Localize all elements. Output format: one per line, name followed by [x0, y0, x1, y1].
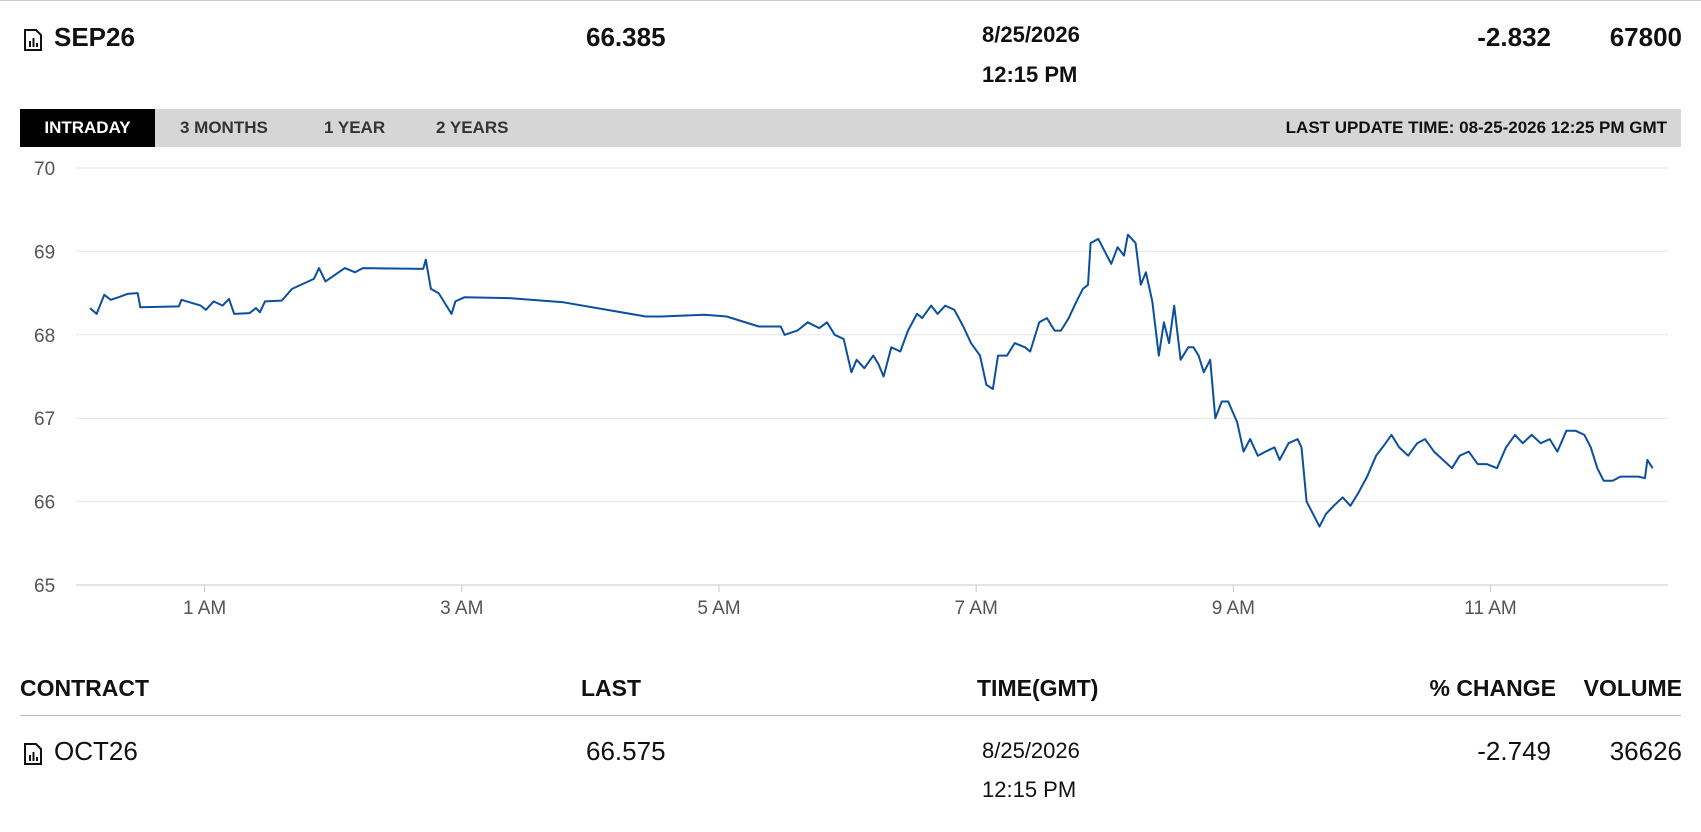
chart: 65 66 67 68 69 70 1 AM 3 AM 5 AM 7 AM 9 AM 11 AM: [34, 159, 1668, 619]
x-tick-label: 7 AM: [955, 598, 998, 619]
contract-icon: [24, 743, 42, 765]
y-tick-label: 68: [34, 326, 55, 347]
change: -2.832: [1477, 22, 1551, 52]
tab[interactable]: 1 YEAR: [324, 118, 386, 137]
tab[interactable]: INTRADAY: [20, 109, 155, 147]
y-tick-label: 69: [34, 242, 55, 263]
row-contract[interactable]: OCT26: [54, 736, 138, 766]
tab-bar: INTRADAY 3 MONTHS 1 YEAR 2 YEARS LAST UP…: [20, 109, 1681, 147]
contract-icon: [24, 29, 42, 51]
row-date: 8/25/2026: [982, 738, 1080, 763]
last-update: LAST UPDATE TIME: 08-25-2026 12:25 PM GM…: [1285, 118, 1667, 137]
x-tick-label: 11 AM: [1464, 598, 1516, 619]
trade-time: 12:15 PM: [982, 62, 1078, 87]
tab[interactable]: 2 YEARS: [436, 118, 509, 137]
table-divider: [20, 715, 1681, 716]
last-price: 66.385: [586, 22, 666, 52]
x-tick-label: 3 AM: [440, 598, 483, 619]
y-tick-label: 65: [34, 576, 55, 597]
tab[interactable]: 3 MONTHS: [180, 118, 268, 137]
column-header: TIME(GMT): [977, 675, 1099, 701]
column-header: CONTRACT: [20, 675, 150, 701]
row-last: 66.575: [586, 736, 666, 766]
y-tick-label: 66: [34, 493, 55, 514]
price-line: [89, 233, 1654, 528]
volume: 67800: [1609, 22, 1682, 52]
top-border: [0, 0, 1701, 1]
x-tick-label: 1 AM: [183, 598, 226, 619]
contract-name: SEP26: [54, 22, 135, 52]
y-tick-label: 70: [34, 159, 55, 180]
x-tick-label: 5 AM: [697, 598, 740, 619]
y-tick-label: 67: [34, 409, 55, 430]
row-volume: 36626: [1609, 736, 1682, 766]
column-header: % CHANGE: [1429, 675, 1556, 701]
trade-date: 8/25/2026: [982, 22, 1080, 47]
row-time: 12:15 PM: [982, 777, 1077, 802]
row-change: -2.749: [1477, 736, 1551, 766]
column-header: VOLUME: [1583, 675, 1682, 701]
column-header: LAST: [581, 675, 642, 701]
x-tick-label: 9 AM: [1212, 598, 1255, 619]
